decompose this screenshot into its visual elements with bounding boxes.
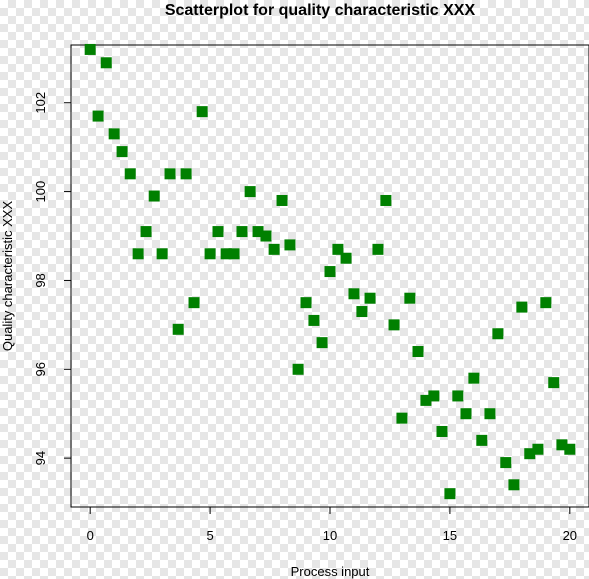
data-point [484, 408, 496, 420]
data-point [508, 479, 520, 491]
x-tick-label: 20 [563, 528, 577, 543]
data-point [252, 226, 264, 238]
data-point [428, 390, 440, 402]
data-point [164, 168, 176, 180]
data-point [156, 248, 168, 260]
data-point [228, 248, 240, 260]
data-point [524, 448, 536, 460]
data-point [116, 146, 128, 158]
data-point [276, 194, 288, 206]
data-point [268, 243, 280, 255]
data-point [444, 488, 456, 500]
data-point [284, 239, 296, 251]
data-point [220, 248, 232, 260]
data-point [532, 443, 544, 455]
data-point [340, 252, 352, 264]
data-points [84, 43, 576, 500]
data-point [372, 243, 384, 255]
data-point [356, 306, 368, 318]
y-tick-label: 94 [33, 451, 48, 465]
data-point [548, 377, 560, 389]
data-point [348, 288, 360, 300]
x-tick-label: 5 [206, 528, 213, 543]
data-point [380, 194, 392, 206]
data-point [388, 319, 400, 331]
data-point [196, 106, 208, 118]
data-point [100, 57, 112, 69]
data-point [500, 457, 512, 469]
data-point [124, 168, 136, 180]
data-point [452, 390, 464, 402]
x-tick-label: 10 [323, 528, 337, 543]
data-point [404, 292, 416, 304]
data-point [148, 190, 160, 202]
x-tick-label: 0 [87, 528, 94, 543]
y-axis-label: Quality characteristic XXX [0, 201, 15, 352]
data-point [188, 297, 200, 309]
data-point [492, 328, 504, 340]
data-point [292, 363, 304, 375]
data-point [308, 314, 320, 326]
data-point [436, 425, 448, 437]
y-axis: 94 96 98 100 102 [33, 92, 72, 465]
y-tick-label: 100 [33, 181, 48, 203]
y-tick-label: 102 [33, 92, 48, 114]
data-point [132, 248, 144, 260]
y-tick-label: 96 [33, 362, 48, 376]
data-point [92, 110, 104, 122]
data-point [564, 443, 576, 455]
data-point [332, 243, 344, 255]
data-point [476, 434, 488, 446]
x-axis: 0 5 10 15 20 [87, 506, 577, 543]
data-point [316, 337, 328, 349]
data-point [396, 412, 408, 424]
data-point [212, 226, 224, 238]
data-point [540, 297, 552, 309]
data-point [140, 226, 152, 238]
data-point [236, 226, 248, 238]
y-tick-label: 98 [33, 273, 48, 287]
x-tick-label: 15 [443, 528, 457, 543]
data-point [468, 372, 480, 384]
data-point [84, 43, 96, 55]
data-point [172, 323, 184, 335]
data-point [180, 168, 192, 180]
data-point [412, 346, 424, 358]
data-point [516, 301, 528, 313]
data-point [244, 186, 256, 198]
data-point [364, 292, 376, 304]
data-point [324, 266, 336, 278]
data-point [108, 128, 120, 140]
x-axis-label: Process input [291, 564, 370, 579]
data-point [460, 408, 472, 420]
data-point [260, 230, 272, 242]
data-point [204, 248, 216, 260]
data-point [420, 394, 432, 406]
data-point [300, 297, 312, 309]
data-point [556, 439, 568, 451]
chart-title: Scatterplot for quality characteristic X… [165, 2, 476, 19]
